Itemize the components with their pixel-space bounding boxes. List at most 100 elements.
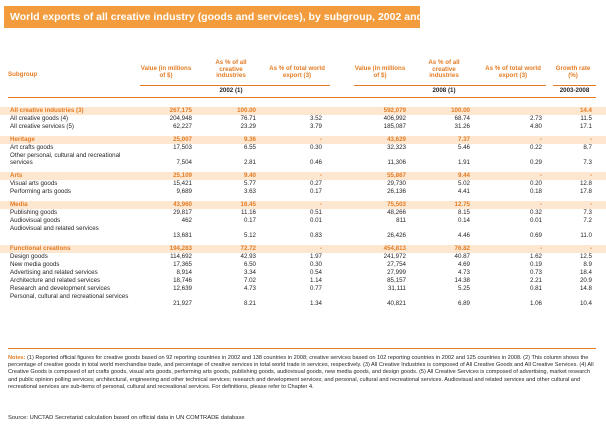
- value-2008-cell: 11,306: [387, 159, 406, 166]
- row-label: Art crafts goods: [10, 144, 54, 151]
- share-2002-cell: 7.02: [243, 277, 256, 284]
- world-2002-cell: 0.77: [309, 285, 322, 292]
- header-world-2008: As % of total world export (3): [485, 65, 541, 79]
- world-2002-cell: 3.79: [309, 123, 322, 130]
- table-row: Architecture and related services 18,746 7…: [0, 277, 606, 286]
- group-header-band: [0, 136, 606, 144]
- group-header-band: [0, 201, 606, 209]
- world-2008-cell: -: [539, 172, 542, 179]
- share-2002-cell: 2.81: [243, 159, 256, 166]
- row-label: Personal, cultural and recreational serv…: [10, 293, 129, 300]
- source-line: Source: UNCTAD Secretariat calculation b…: [8, 415, 598, 421]
- share-2008-cell: 7.37: [457, 136, 470, 143]
- table-row: Publishing goods 29,817 11.16 0.51 48,266 8.1…: [0, 209, 606, 218]
- share-2008-cell: 8.15: [457, 209, 470, 216]
- value-2002-cell: 204,948: [169, 115, 192, 122]
- share-2008-cell: 12.75: [454, 201, 470, 208]
- row-label: Visual arts goods: [10, 180, 58, 187]
- world-2008-cell: 0.01: [529, 217, 542, 224]
- value-2008-cell: 55,867: [387, 172, 406, 179]
- world-2008-cell: 0.22: [529, 144, 542, 151]
- value-2008-cell: 29,730: [387, 180, 406, 187]
- growth-cell: 17.1: [579, 123, 592, 130]
- value-2002-cell: 29,817: [173, 209, 192, 216]
- row-label: Audiovisual goods: [10, 217, 61, 224]
- growth-cell: -: [589, 172, 592, 179]
- share-2002-cell: 76.71: [240, 115, 256, 122]
- source-label: Source:: [8, 415, 28, 421]
- growth-cell: -: [589, 245, 592, 252]
- share-2008-cell: 5.02: [457, 180, 470, 187]
- world-2002-cell: 3.52: [309, 115, 322, 122]
- world-2008-cell: 1.06: [529, 300, 542, 307]
- header-subgroup: Subgroup: [8, 71, 38, 78]
- growth-cell: 10.4: [579, 300, 592, 307]
- growth-cell: 8.7: [583, 144, 592, 151]
- value-2008-cell: 26,426: [387, 232, 406, 239]
- table-row: Personal, cultural and recreational serv…: [0, 293, 606, 309]
- world-2002-cell: 0.46: [309, 159, 322, 166]
- group-header-band: [0, 245, 606, 253]
- growth-cell: 7.3: [583, 209, 592, 216]
- world-2002-cell: 0.01: [309, 217, 322, 224]
- row-label: Functional creations: [10, 245, 71, 252]
- share-2002-cell: 5.77: [243, 180, 256, 187]
- table-row: Advertising and related services 8,914 3.3…: [0, 269, 606, 278]
- growth-cell: 18.4: [579, 269, 592, 276]
- growth-cell: 12.8: [579, 180, 592, 187]
- world-2002-cell: -: [319, 172, 322, 179]
- world-2002-cell: 0.51: [309, 209, 322, 216]
- group-header-band: [0, 107, 606, 115]
- share-2008-cell: 31.26: [454, 123, 470, 130]
- share-2008-cell: 14.38: [454, 277, 470, 284]
- share-2002-cell: 72.72: [240, 245, 256, 252]
- table-row: New media goods 17,365 6.50 0.30 27,754 4.69 0…: [0, 261, 606, 270]
- table-title: World exports of all creative industry (…: [4, 6, 449, 28]
- share-2002-cell: 16.45: [240, 201, 256, 208]
- value-2002-cell: 25,007: [173, 136, 192, 143]
- row-label: Advertising and related services: [10, 269, 98, 276]
- header-share-2008: As % of all creative industries: [428, 59, 460, 80]
- notes: Notes: (1) Reported official figures for…: [8, 355, 598, 391]
- value-2008-cell: 32,323: [387, 144, 406, 151]
- year-2002-rule: [140, 85, 330, 86]
- header-growth: Growth rate (%): [555, 65, 591, 79]
- share-2008-cell: 40.87: [454, 253, 470, 260]
- world-2008-cell: 0.69: [529, 232, 542, 239]
- table-row: Performing arts goods 9,689 3.63 0.17 26,136…: [0, 188, 606, 197]
- value-2008-cell: 592,079: [383, 107, 406, 114]
- group-row: Arts 25,109 9.40 - 55,867 9.44 - -: [0, 172, 606, 181]
- period-label: 2003-2008: [559, 87, 590, 94]
- share-2002-cell: 42.93: [240, 253, 256, 260]
- share-2002-cell: 9.40: [243, 172, 256, 179]
- share-2002-cell: 3.34: [243, 269, 256, 276]
- table-row: Audiovisual goods 462 0.17 0.01 811 0.14 0.01 7…: [0, 217, 606, 226]
- share-2002-cell: 23.29: [240, 123, 256, 130]
- group-row: All creative industries (3) 267,175 100.00…: [0, 107, 606, 116]
- share-2002-cell: 100.00: [237, 107, 256, 114]
- value-2008-cell: 241,972: [383, 253, 406, 260]
- row-label: Media: [10, 201, 28, 208]
- world-2008-cell: 4.80: [529, 123, 542, 130]
- world-2008-cell: 0.20: [529, 180, 542, 187]
- value-2008-cell: 48,266: [387, 209, 406, 216]
- header-world-2002: As % of total world export (3): [269, 65, 325, 79]
- group-row: Media 43,960 16.45 - 75,503 12.75 - -: [0, 201, 606, 210]
- growth-cell: -: [589, 136, 592, 143]
- share-2002-cell: 4.73: [243, 285, 256, 292]
- row-label: All creative goods (4): [10, 115, 69, 122]
- table-row: Research and development services 12,639 4…: [0, 285, 606, 294]
- value-2002-cell: 15,421: [173, 180, 192, 187]
- share-2002-cell: 0.17: [243, 217, 256, 224]
- header-value-2002: Value (in millions of $): [140, 65, 192, 79]
- share-2002-cell: 6.50: [243, 261, 256, 268]
- share-2008-cell: 4.73: [457, 269, 470, 276]
- row-label: Audiovisual and related services: [10, 225, 99, 232]
- value-2002-cell: 62,227: [173, 123, 192, 130]
- growth-cell: 11.0: [580, 232, 592, 239]
- value-2002-cell: 21,927: [173, 300, 192, 307]
- share-2002-cell: 11.16: [240, 209, 256, 216]
- value-2008-cell: 406,992: [383, 115, 406, 122]
- world-2002-cell: 0.27: [309, 180, 322, 187]
- world-2008-cell: -: [539, 136, 542, 143]
